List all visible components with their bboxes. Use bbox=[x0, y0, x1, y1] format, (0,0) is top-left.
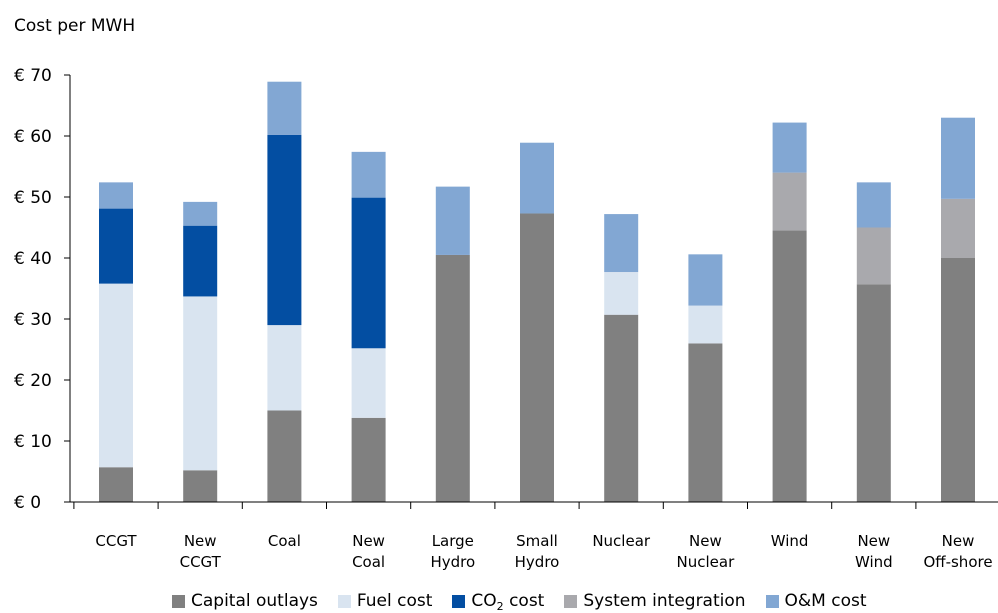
y-axis: € 0 € 10 € 20 € 30 € 40 € 50 € 60 € 70 bbox=[14, 66, 71, 513]
legend-item-om-cost: O&M cost bbox=[765, 591, 867, 611]
bar-segment-o-m-cost bbox=[688, 254, 723, 306]
bar-segment-o-m-cost bbox=[772, 122, 807, 173]
y-tick-label: € 10 bbox=[14, 432, 52, 452]
y-tick-label: € 70 bbox=[14, 66, 52, 86]
bar-segment-fuel-cost bbox=[183, 296, 218, 471]
bar-segment-capital-outlays bbox=[688, 343, 723, 502]
bar-segment-system-integration bbox=[772, 172, 807, 231]
x-tick-label: Coal bbox=[268, 532, 301, 550]
bar-segment-capital-outlays bbox=[267, 410, 302, 502]
legend-swatch-fuel-cost bbox=[337, 594, 351, 608]
bar-segment-capital-outlays bbox=[604, 314, 639, 502]
x-tick-label: New Wind bbox=[855, 532, 893, 571]
bar-segment-fuel-cost bbox=[688, 305, 723, 344]
y-tick-label: € 40 bbox=[14, 249, 52, 269]
bars bbox=[99, 81, 975, 503]
legend-swatch-co2-cost bbox=[452, 594, 466, 608]
bar-segment-o-m-cost bbox=[267, 81, 302, 135]
bar-segment-system-integration bbox=[941, 198, 975, 258]
bar-segment-o-m-cost bbox=[183, 201, 218, 226]
bar-segment-o-m-cost bbox=[856, 182, 891, 228]
bar-segment-capital-outlays bbox=[351, 417, 386, 502]
legend-label-system-integration: System integration bbox=[583, 591, 746, 611]
legend-label-om-cost: O&M cost bbox=[784, 591, 867, 611]
bar-segment-o-m-cost bbox=[604, 214, 639, 273]
bar-segment-o-m-cost bbox=[435, 186, 470, 255]
bar-segment-co-cost bbox=[267, 134, 302, 326]
legend-item-capital-outlays: Capital outlays bbox=[172, 591, 318, 611]
bar-segment-co-cost bbox=[351, 197, 386, 349]
legend-label-co2-cost: CO2 cost bbox=[471, 591, 545, 613]
bar-segment-capital-outlays bbox=[435, 254, 470, 502]
legend-item-fuel-cost: Fuel cost bbox=[337, 591, 433, 611]
x-tick-label: Small Hydro bbox=[515, 532, 560, 571]
bar-segment-fuel-cost bbox=[99, 283, 133, 468]
x-tick-label: New Coal bbox=[352, 532, 385, 571]
y-tick-label: € 50 bbox=[14, 188, 52, 208]
legend-swatch-capital-outlays bbox=[172, 594, 185, 608]
bar-segment-o-m-cost bbox=[941, 117, 975, 199]
x-tick-label: New CCGT bbox=[180, 532, 222, 571]
legend-label-fuel-cost: Fuel cost bbox=[356, 591, 433, 611]
legend-label-capital-outlays: Capital outlays bbox=[191, 591, 318, 611]
bar-segment-capital-outlays bbox=[856, 284, 891, 502]
y-axis-title: Cost per MWH bbox=[14, 16, 136, 36]
x-tick-label: Large Hydro bbox=[430, 532, 475, 571]
y-tick-label: € 20 bbox=[14, 371, 52, 391]
legend-swatch-system-integration bbox=[564, 594, 578, 608]
y-tick-label: € 60 bbox=[14, 127, 52, 147]
bar-segment-capital-outlays bbox=[772, 230, 807, 503]
bar-segment-o-m-cost bbox=[99, 182, 133, 209]
bar-segment-capital-outlays bbox=[941, 258, 975, 502]
legend-swatch-om-cost bbox=[765, 594, 779, 608]
y-tick-label: € 0 bbox=[14, 493, 41, 513]
legend-item-system-integration: System integration bbox=[564, 591, 746, 611]
bar-segment-fuel-cost bbox=[351, 348, 386, 418]
bar-segment-capital-outlays bbox=[183, 470, 218, 502]
legend: Capital outlays Fuel cost CO2 cost Syste… bbox=[172, 590, 887, 613]
x-tick-label: New Off-shore bbox=[923, 532, 992, 571]
bar-segment-co-cost bbox=[183, 225, 218, 297]
bar-segment-system-integration bbox=[856, 227, 891, 285]
y-tick-label: € 30 bbox=[14, 310, 52, 330]
x-axis: CCGT New CCGT Coal New Coal Large Hydro Small Hyd… bbox=[70, 501, 998, 571]
x-tick-label: CCGT bbox=[95, 532, 137, 550]
bar-segment-fuel-cost bbox=[267, 325, 302, 411]
x-tick-label: Nuclear bbox=[592, 532, 651, 550]
bar-segment-fuel-cost bbox=[604, 272, 639, 315]
legend-item-co2-cost: CO2 cost bbox=[452, 591, 545, 613]
x-tick-label: New Nuclear bbox=[677, 532, 736, 571]
bar-segment-o-m-cost bbox=[351, 151, 386, 198]
bar-segment-capital-outlays bbox=[99, 467, 133, 502]
bar-segment-o-m-cost bbox=[520, 142, 554, 214]
x-tick-label: Wind bbox=[771, 532, 809, 550]
bar-segment-capital-outlays bbox=[520, 213, 554, 502]
bar-segment-co-cost bbox=[99, 208, 133, 284]
